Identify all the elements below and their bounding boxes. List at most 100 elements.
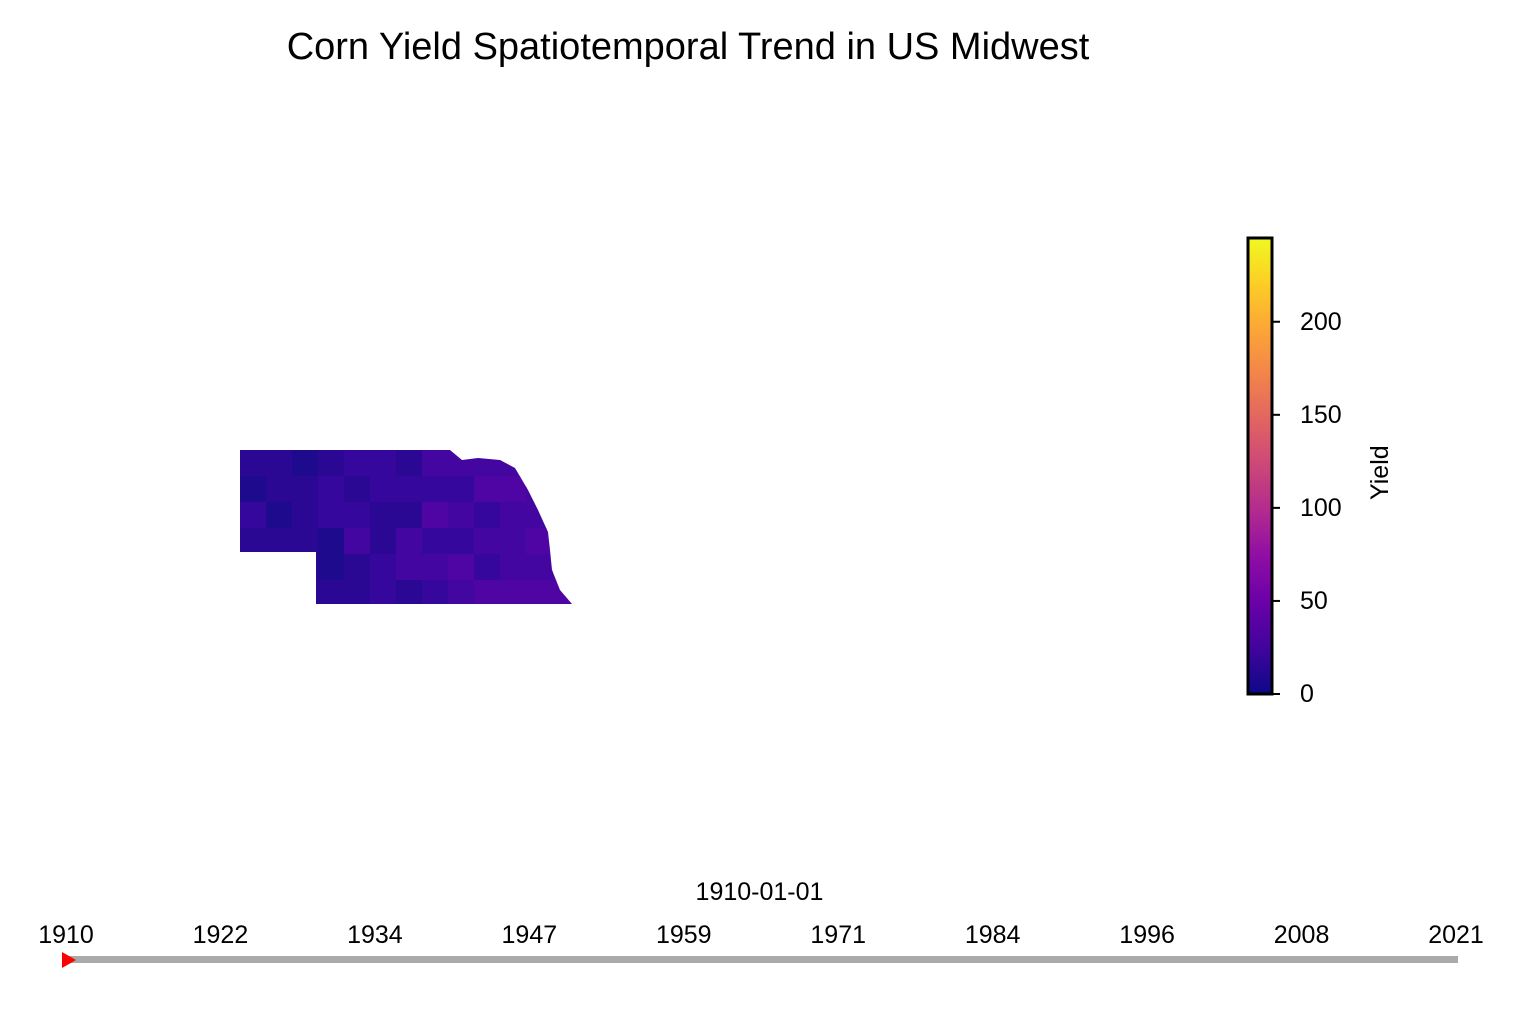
colorbar-tick-label: 150 (1300, 400, 1342, 429)
chart-title: Corn Yield Spatiotemporal Trend in US Mi… (286, 26, 1090, 68)
county-cell (370, 450, 397, 477)
county-cell (552, 528, 572, 555)
county-cell (474, 580, 501, 604)
timeline-year-label: 1922 (192, 921, 249, 949)
timeline-year-label: 1947 (501, 921, 558, 949)
county-cell (344, 476, 371, 503)
county-cell (500, 450, 527, 477)
county-cell (474, 502, 501, 529)
county-cell (292, 554, 319, 581)
timeline-year-label: 1971 (810, 921, 867, 949)
county-cell (292, 502, 319, 529)
timeline-year-label: 2021 (1428, 921, 1484, 949)
county-cell (344, 502, 371, 529)
county-cell (292, 528, 319, 555)
county-cell (552, 554, 572, 581)
colorbar-tick-label: 200 (1300, 307, 1342, 336)
county-cell (344, 580, 371, 604)
county-cell (240, 450, 267, 477)
county-cell (266, 580, 293, 604)
county-cell (240, 476, 267, 503)
county-cell (422, 450, 449, 477)
county-cell (474, 528, 501, 555)
county-cell (396, 528, 423, 555)
county-cell (370, 502, 397, 529)
county-cell (526, 450, 553, 477)
county-cell (396, 580, 423, 604)
county-cell (266, 554, 293, 581)
county-cell (318, 554, 345, 581)
county-cell (448, 580, 475, 604)
county-cell (526, 502, 553, 529)
colorbar-tick-label: 50 (1300, 586, 1328, 615)
county-cell (552, 476, 572, 503)
county-cell (318, 476, 345, 503)
county-cell (500, 580, 527, 604)
county-cell (474, 476, 501, 503)
county-cell (526, 476, 553, 503)
county-cell (292, 450, 319, 477)
county-cell (552, 450, 572, 477)
county-cell (526, 554, 553, 581)
county-cell (240, 580, 267, 604)
county-cell (370, 554, 397, 581)
colorbar-axis-label: Yield (1366, 445, 1394, 500)
county-cell (318, 502, 345, 529)
county-cell (448, 476, 475, 503)
county-cell (448, 502, 475, 529)
county-cell (318, 528, 345, 555)
county-cell (500, 528, 527, 555)
county-cell (396, 450, 423, 477)
county-cell (240, 554, 267, 581)
county-cell (448, 554, 475, 581)
county-cell (318, 580, 345, 604)
county-cell (344, 450, 371, 477)
county-cell (396, 476, 423, 503)
timeline-current-date: 1910-01-01 (695, 878, 824, 906)
county-cell (266, 476, 293, 503)
county-cell (370, 476, 397, 503)
county-cell (422, 502, 449, 529)
county-cell (448, 528, 475, 555)
county-cell (370, 580, 397, 604)
timeline-year-label: 1934 (347, 921, 403, 949)
timeline-year-label: 1984 (964, 921, 1021, 949)
county-cell (422, 580, 449, 604)
colorbar-tick-label: 100 (1300, 493, 1342, 522)
county-cell (474, 554, 501, 581)
county-cell (526, 580, 553, 604)
county-cell (240, 528, 267, 555)
county-cell (292, 476, 319, 503)
county-cell (396, 502, 423, 529)
timeline-play-marker[interactable] (62, 952, 76, 968)
county-cell (500, 502, 527, 529)
county-cell (344, 554, 371, 581)
county-cell (474, 450, 501, 477)
county-cell (448, 450, 475, 477)
timeline-slider-track[interactable] (66, 956, 1458, 963)
county-cell (318, 450, 345, 477)
county-cell (396, 554, 423, 581)
county-cell (500, 476, 527, 503)
county-cell (240, 502, 267, 529)
colorbar-ticks (1272, 320, 1280, 695)
colorbar (1246, 236, 1274, 696)
county-cell (552, 580, 572, 604)
county-cell (266, 450, 293, 477)
county-cell (266, 502, 293, 529)
county-cell (500, 554, 527, 581)
timeline-year-label: 2008 (1273, 921, 1330, 949)
timeline-year-label: 1959 (655, 921, 712, 949)
county-cell (292, 580, 319, 604)
county-cell (526, 528, 553, 555)
county-cell (370, 528, 397, 555)
timeline-year-label: 1996 (1119, 921, 1175, 949)
county-cell (422, 476, 449, 503)
county-cell (552, 502, 572, 529)
colorbar-tick-label: 0 (1300, 680, 1314, 708)
timeline-year-label: 1910 (38, 921, 94, 949)
county-cell (422, 528, 449, 555)
nebraska-map (240, 450, 572, 604)
county-cell (344, 528, 371, 555)
